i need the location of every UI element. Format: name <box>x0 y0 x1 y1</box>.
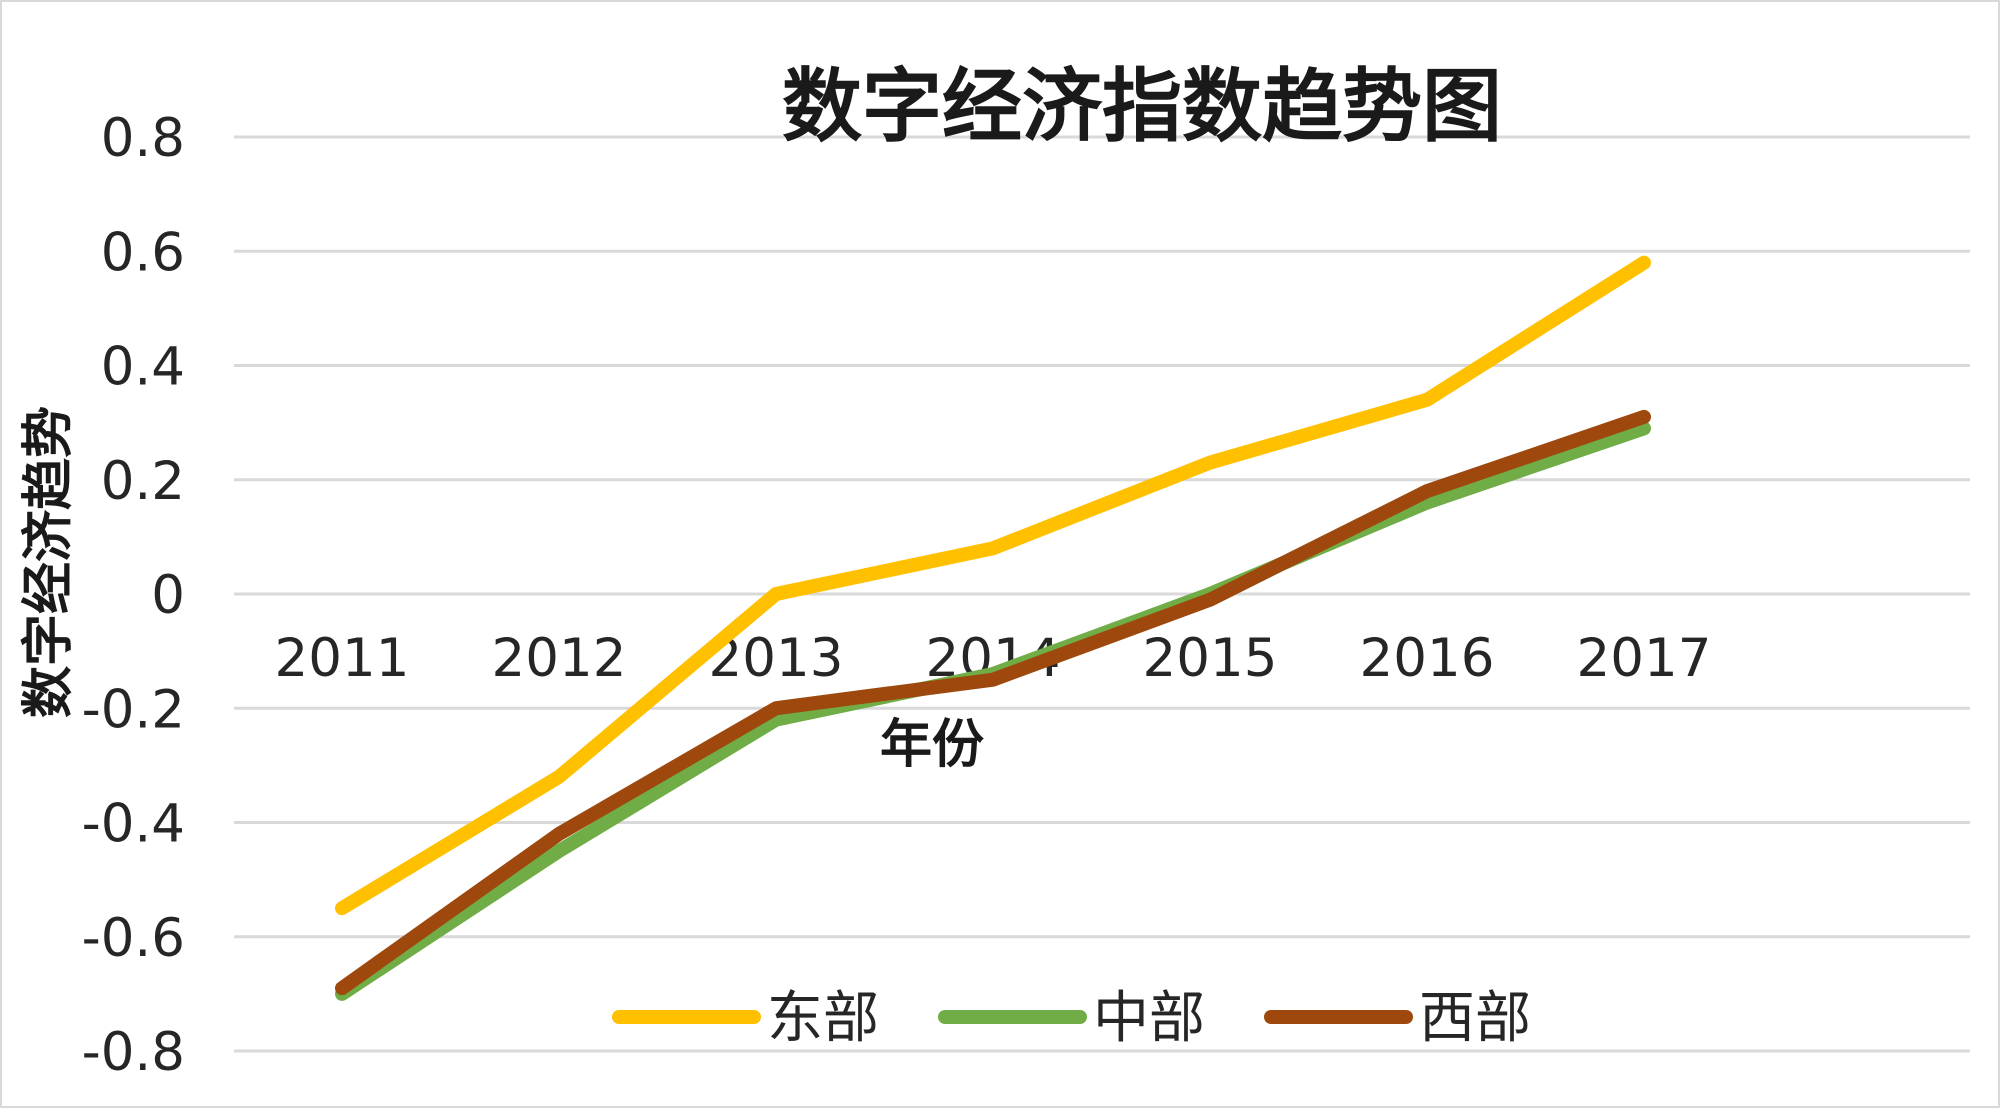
gridlines <box>234 135 1970 1053</box>
y-tick-label: -0.6 <box>82 908 185 969</box>
x-tick-label: 2015 <box>1143 628 1278 689</box>
x-axis-title: 年份 <box>880 715 984 775</box>
chart-title: 数字经济指数趋势图 <box>782 60 1502 153</box>
series-line-3 <box>335 409 1651 996</box>
y-tick-label: 0.4 <box>101 337 185 398</box>
y-tick-label: -0.4 <box>82 794 185 855</box>
legend-label: 中部 <box>1093 986 1205 1051</box>
series-lines <box>335 255 1651 1001</box>
legend-label: 西部 <box>1419 986 1531 1051</box>
y-tick-labels: 0.8 0.6 0.4 0.2 0 -0.2 -0.4 -0.6 -0.8 <box>82 108 185 1083</box>
y-tick-label: 0.8 <box>101 108 185 169</box>
x-tick-label: 2012 <box>492 628 627 689</box>
y-tick-label: -0.2 <box>82 679 185 740</box>
y-axis-title: 数字经济趋势 <box>19 406 79 718</box>
y-tick-label: 0.6 <box>101 222 185 283</box>
x-tick-label: 2016 <box>1360 628 1495 689</box>
legend: 东部 中部 西部 <box>612 986 1531 1051</box>
x-tick-labels: 2011 2012 2013 2014 2015 2016 2017 <box>275 628 1712 689</box>
legend-label: 东部 <box>767 986 879 1051</box>
y-tick-label: 0.2 <box>101 451 185 512</box>
x-tick-label: 2017 <box>1577 628 1712 689</box>
y-tick-label: -0.8 <box>82 1022 185 1083</box>
series-line-2 <box>335 421 1651 1001</box>
y-tick-label: 0 <box>151 565 185 626</box>
x-tick-label: 2011 <box>275 628 410 689</box>
series-line-1 <box>335 255 1651 916</box>
